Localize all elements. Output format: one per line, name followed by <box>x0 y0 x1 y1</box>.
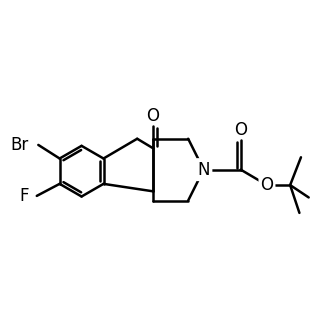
Text: F: F <box>19 187 29 205</box>
Text: N: N <box>197 161 210 179</box>
Text: O: O <box>146 107 159 125</box>
Text: O: O <box>234 121 247 139</box>
Text: Br: Br <box>11 136 29 154</box>
Text: O: O <box>260 176 274 194</box>
